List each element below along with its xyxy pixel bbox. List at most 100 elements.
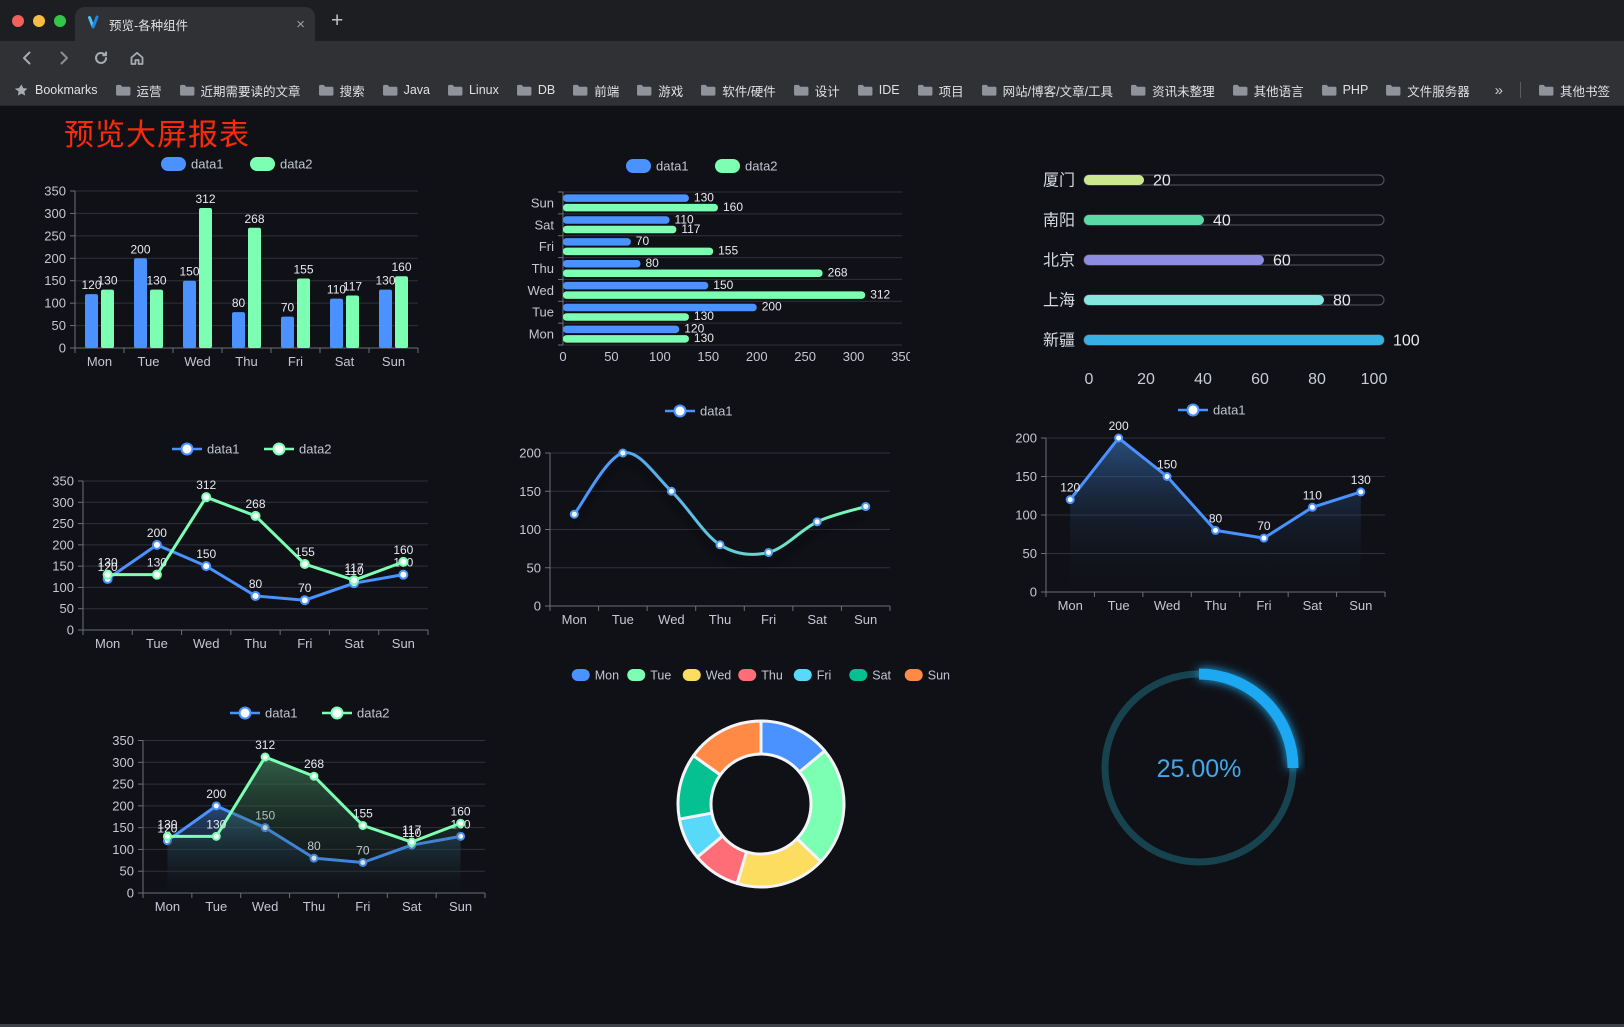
svg-text:350: 350 [44,184,66,199]
svg-text:data1: data1 [207,442,240,457]
svg-text:100: 100 [1361,371,1388,388]
svg-text:Sun: Sun [449,899,472,914]
tab-strip: 预览-各种组件 × + [0,0,1624,41]
svg-text:Wed: Wed [1154,598,1181,613]
chart-line-two-svg: 0 50 100 150 200 250 300 350 Mon Tue Wed Thu Fri Sat S… [52,442,429,651]
bookmark-folder[interactable]: 搜索 [318,81,365,100]
bookmark-folder[interactable]: 项目 [917,81,964,100]
svg-text:0: 0 [127,886,134,901]
bookmark-folder[interactable]: Linux [447,83,499,97]
svg-text:data1: data1 [191,157,224,172]
tab-close-icon[interactable]: × [296,15,305,33]
traffic-lights [12,15,66,27]
svg-text:160: 160 [723,200,743,214]
svg-text:268: 268 [304,757,324,771]
close-window-button[interactable] [12,15,24,27]
svg-text:120: 120 [684,322,704,336]
svg-text:120: 120 [98,560,118,574]
bookmark-folder[interactable]: 文件服务器 [1385,81,1470,100]
svg-text:200: 200 [206,787,226,801]
home-icon[interactable] [128,49,146,72]
folder-icon [1131,84,1146,96]
svg-text:250: 250 [52,516,74,531]
bookmark-folder[interactable]: PHP [1321,83,1369,97]
svg-text:data2: data2 [745,159,778,174]
browser-tab[interactable]: 预览-各种组件 × [75,7,315,41]
bottom-scrollbar[interactable] [0,1024,1624,1027]
bookmark-folder[interactable]: 前端 [572,81,619,100]
bookmark-folder[interactable]: 设计 [793,81,840,100]
folder-icon [448,84,463,96]
bookmark-folder[interactable]: 资讯未整理 [1130,81,1215,100]
svg-text:130: 130 [147,556,167,570]
bookmark-folder-label: PHP [1342,83,1369,97]
svg-text:117: 117 [402,823,421,837]
page-title: 预览大屏报表 [64,119,250,152]
svg-text:130: 130 [1351,473,1371,487]
svg-text:100: 100 [1393,333,1420,350]
bookmark-folder-label: 其他语言 [1253,84,1304,99]
svg-text:20: 20 [1153,173,1171,190]
forward-icon[interactable] [55,49,73,72]
svg-text:Wed: Wed [658,612,685,627]
bookmark-folder[interactable]: 游戏 [636,81,683,100]
svg-text:130: 130 [694,331,714,345]
bookmark-folder-label: 游戏 [658,84,684,99]
reload-icon[interactable] [92,49,110,72]
svg-text:20: 20 [1137,371,1155,388]
svg-text:南阳: 南阳 [1043,212,1075,230]
bookmark-folder[interactable]: 其他语言 [1232,81,1304,100]
svg-text:0: 0 [534,599,541,614]
bookmark-folder[interactable]: 软件/硬件 [700,81,776,100]
bookmark-folder[interactable]: DB [516,83,555,97]
page-content: 预览大屏报表 0 50 100 150 200 250 300 350 Mon Tue Wed Thu… [0,106,1624,1027]
svg-text:50: 50 [120,864,134,879]
chart-progress: 厦门 20 南阳 40 北京 60 上海 80 新疆 100 0 20 40 60 80 100 [1000,160,1424,390]
svg-text:117: 117 [681,222,700,236]
svg-text:110: 110 [675,212,694,226]
svg-text:Thu: Thu [303,899,325,914]
bookmark-folder[interactable]: Java [382,83,430,97]
svg-text:130: 130 [146,274,166,288]
svg-text:Sat: Sat [872,669,891,683]
bookmark-folder-label: 近期需要读的文章 [200,84,301,99]
svg-text:data2: data2 [280,157,313,172]
bookmarks-manager-item[interactable]: Bookmarks [14,83,98,98]
folder-icon [179,84,194,96]
minimize-window-button[interactable] [33,15,45,27]
bookmark-folder-label: 软件/硬件 [722,84,776,99]
bookmark-folder[interactable]: 近期需要读的文章 [179,81,301,100]
svg-text:350: 350 [891,349,910,364]
bookmark-folder[interactable]: 运营 [115,81,162,100]
svg-text:268: 268 [244,212,264,226]
chart-bar-grouped-svg: 0 50 100 150 200 250 300 350 Mon Tue Wed Thu Fri Sat S… [44,157,419,369]
folder-icon [115,84,130,96]
zoom-window-button[interactable] [54,15,66,27]
svg-text:312: 312 [196,478,216,492]
bookmark-folder[interactable]: IDE [857,83,900,97]
other-bookmarks-item[interactable]: 其他书签 [1538,81,1610,100]
svg-text:250: 250 [112,777,134,792]
svg-text:150: 150 [713,278,733,292]
chart-line-gradient-svg: 0 50 100 150 200 Mon Tue Wed Thu Fri Sat Sun data1 [519,404,891,627]
chart-bar-grouped: 0 50 100 150 200 250 300 350 Mon Tue Wed Thu Fri Sat S… [40,150,470,375]
chart-gauge-svg: 25.00% [1101,668,1299,866]
svg-text:Fri: Fri [1256,598,1271,613]
svg-text:Fri: Fri [817,669,832,683]
svg-text:150: 150 [1015,469,1037,484]
svg-text:Sat: Sat [402,899,422,914]
bookmark-folder-label: DB [537,83,556,97]
chart-donut-svg: Mon Tue Wed Thu Fri Sat Sun [571,669,950,889]
back-icon[interactable] [18,49,36,72]
svg-text:70: 70 [1257,519,1271,533]
svg-text:130: 130 [157,817,177,831]
svg-text:200: 200 [519,446,541,461]
new-tab-button[interactable]: + [331,9,344,32]
bookmarks-overflow-chevron[interactable]: » [1494,81,1503,99]
svg-text:250: 250 [794,349,816,364]
tab-title: 预览-各种组件 [109,18,189,33]
svg-text:Thu: Thu [235,354,257,369]
svg-text:25.00%: 25.00% [1157,755,1242,783]
svg-text:120: 120 [1060,481,1080,495]
bookmark-folder[interactable]: 网站/博客/文章/工具 [981,81,1113,100]
